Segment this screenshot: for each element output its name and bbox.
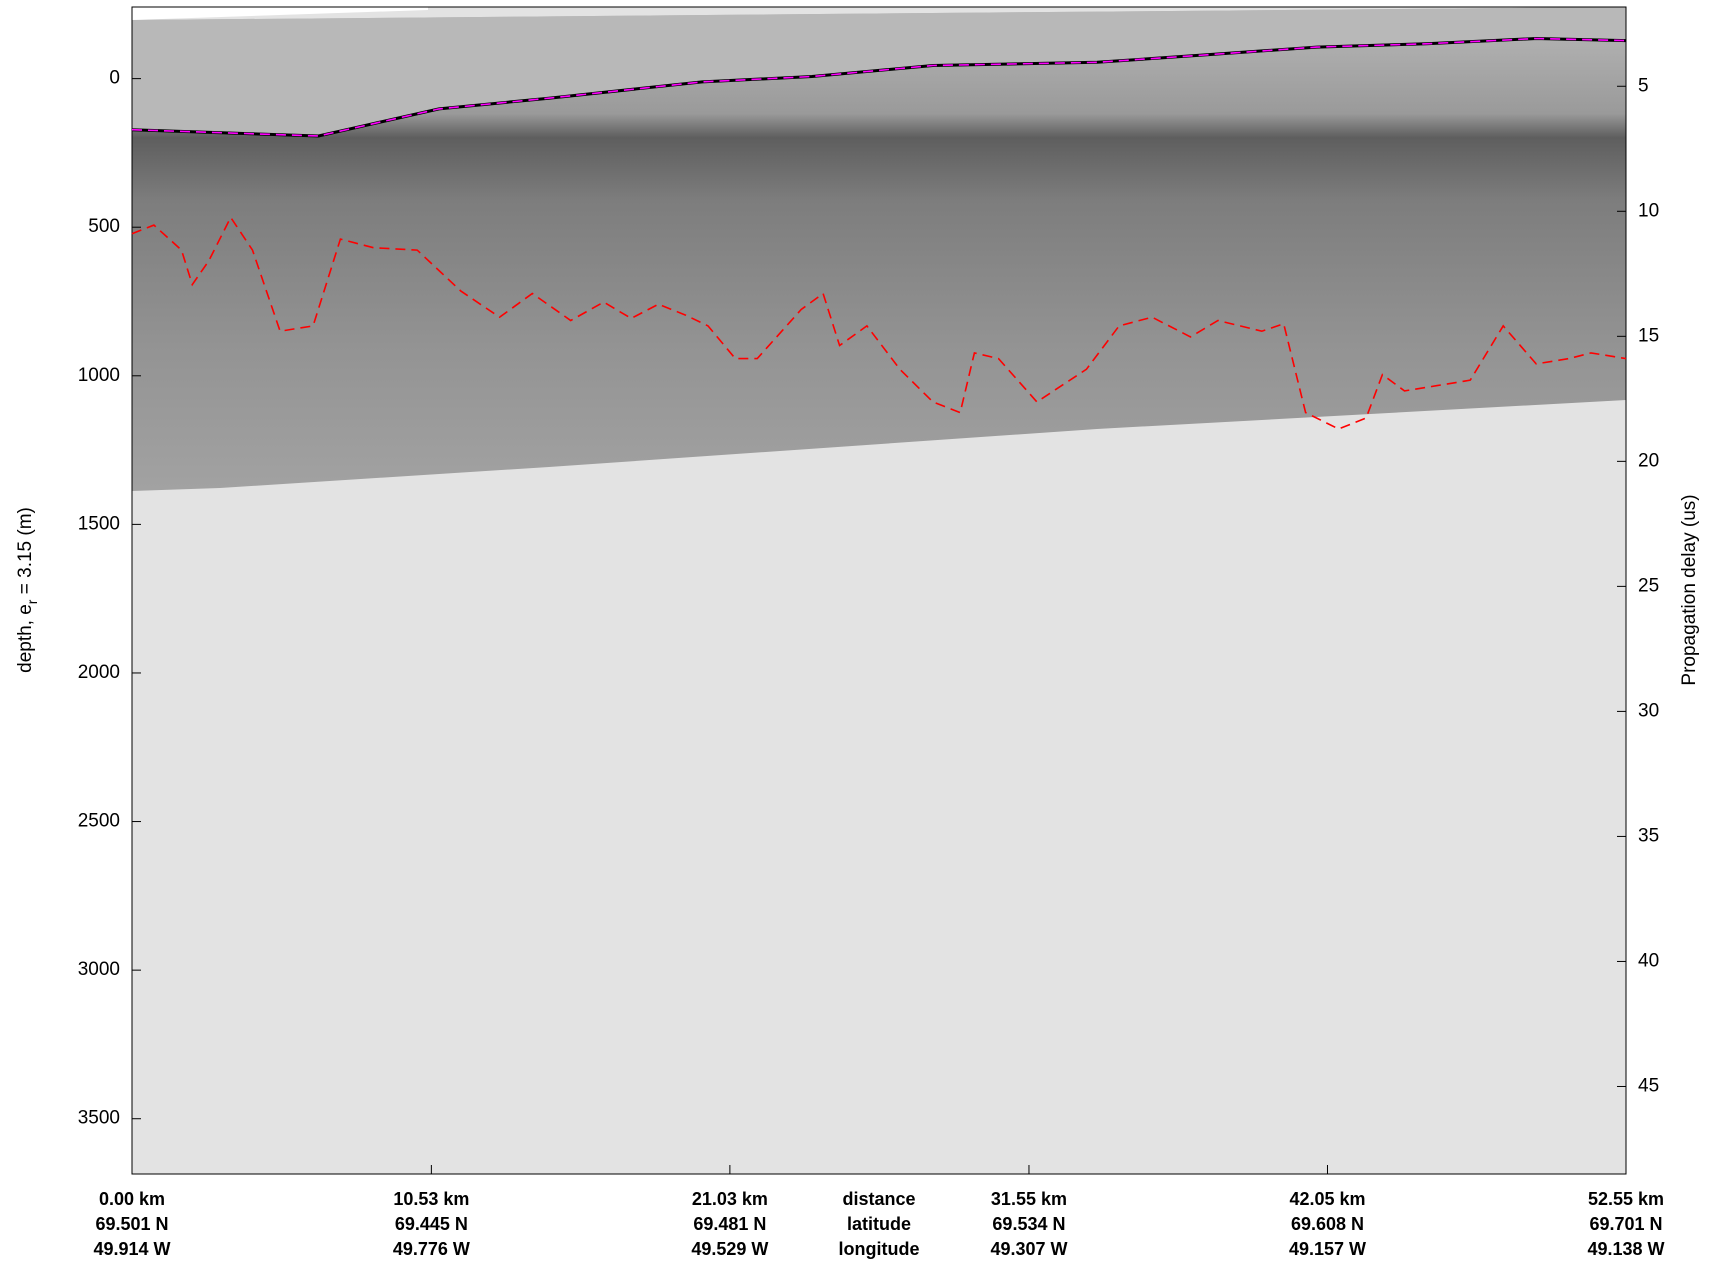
y2-tick-label: 25 (1638, 575, 1659, 596)
latitude-label: 69.445 N (395, 1214, 468, 1234)
y-axis-label-text: depth, e (15, 604, 36, 673)
y2-tick-label: 10 (1638, 200, 1659, 221)
x-row-label: distance (842, 1189, 915, 1209)
longitude-label: 49.157 W (1289, 1239, 1366, 1259)
y2-tick-label: 5 (1638, 75, 1649, 96)
y2-tick-label: 20 (1638, 450, 1659, 471)
latitude-label: 69.608 N (1291, 1214, 1364, 1234)
longitude-label: 49.138 W (1587, 1239, 1664, 1259)
longitude-label: 49.776 W (393, 1239, 470, 1259)
echogram (132, 7, 1626, 1174)
y2-tick-label: 45 (1638, 1075, 1659, 1096)
y2-tick-label: 40 (1638, 950, 1659, 971)
y2-tick-label: 15 (1638, 325, 1659, 346)
y2-tick-label: 30 (1638, 700, 1659, 721)
x-row-label: latitude (847, 1214, 911, 1234)
longitude-label: 49.307 W (990, 1239, 1067, 1259)
latitude-label: 69.534 N (992, 1214, 1065, 1234)
x-tick-label: 21.03 km (692, 1189, 768, 1209)
series-line (131, 37, 1627, 137)
y-tick-label: 2000 (78, 662, 120, 683)
x-tick-label: 10.53 km (393, 1189, 469, 1209)
x-tick-label: 0.00 km (99, 1189, 165, 1209)
y2-tick-label: 35 (1638, 825, 1659, 846)
y-tick-label: 0 (109, 68, 120, 89)
y-tick-label: 2500 (78, 811, 120, 832)
y-axis-label-subscript: r (24, 599, 40, 604)
ice-layer (132, 7, 1626, 491)
y-axis-label-suffix: = 3.15 (m) (15, 507, 36, 599)
latitude-label: 69.501 N (95, 1214, 168, 1234)
x-tick-label: 42.05 km (1289, 1189, 1365, 1209)
y-tick-label: 1000 (78, 365, 120, 386)
longitude-label: 49.914 W (93, 1239, 170, 1259)
series-line (131, 215, 1627, 430)
plot-frame (131, 6, 1627, 1175)
y-tick-label: 1500 (78, 513, 120, 534)
y-axis-label: depth, er = 3.15 (m) (15, 507, 40, 673)
x-tick-label: 31.55 km (991, 1189, 1067, 1209)
air-layer (132, 7, 1626, 136)
y-tick-label: 3000 (78, 959, 120, 980)
blank-corner (132, 7, 428, 20)
latitude-label: 69.481 N (693, 1214, 766, 1234)
latitude-label: 69.701 N (1589, 1214, 1662, 1234)
x-tick-label: 52.55 km (1588, 1189, 1664, 1209)
y2-axis-label: Propagation delay (us) (1679, 494, 1700, 685)
longitude-label: 49.529 W (691, 1239, 768, 1259)
y-tick-label: 500 (88, 216, 120, 237)
x-row-label: longitude (839, 1239, 920, 1259)
y-tick-label: 3500 (78, 1108, 120, 1129)
